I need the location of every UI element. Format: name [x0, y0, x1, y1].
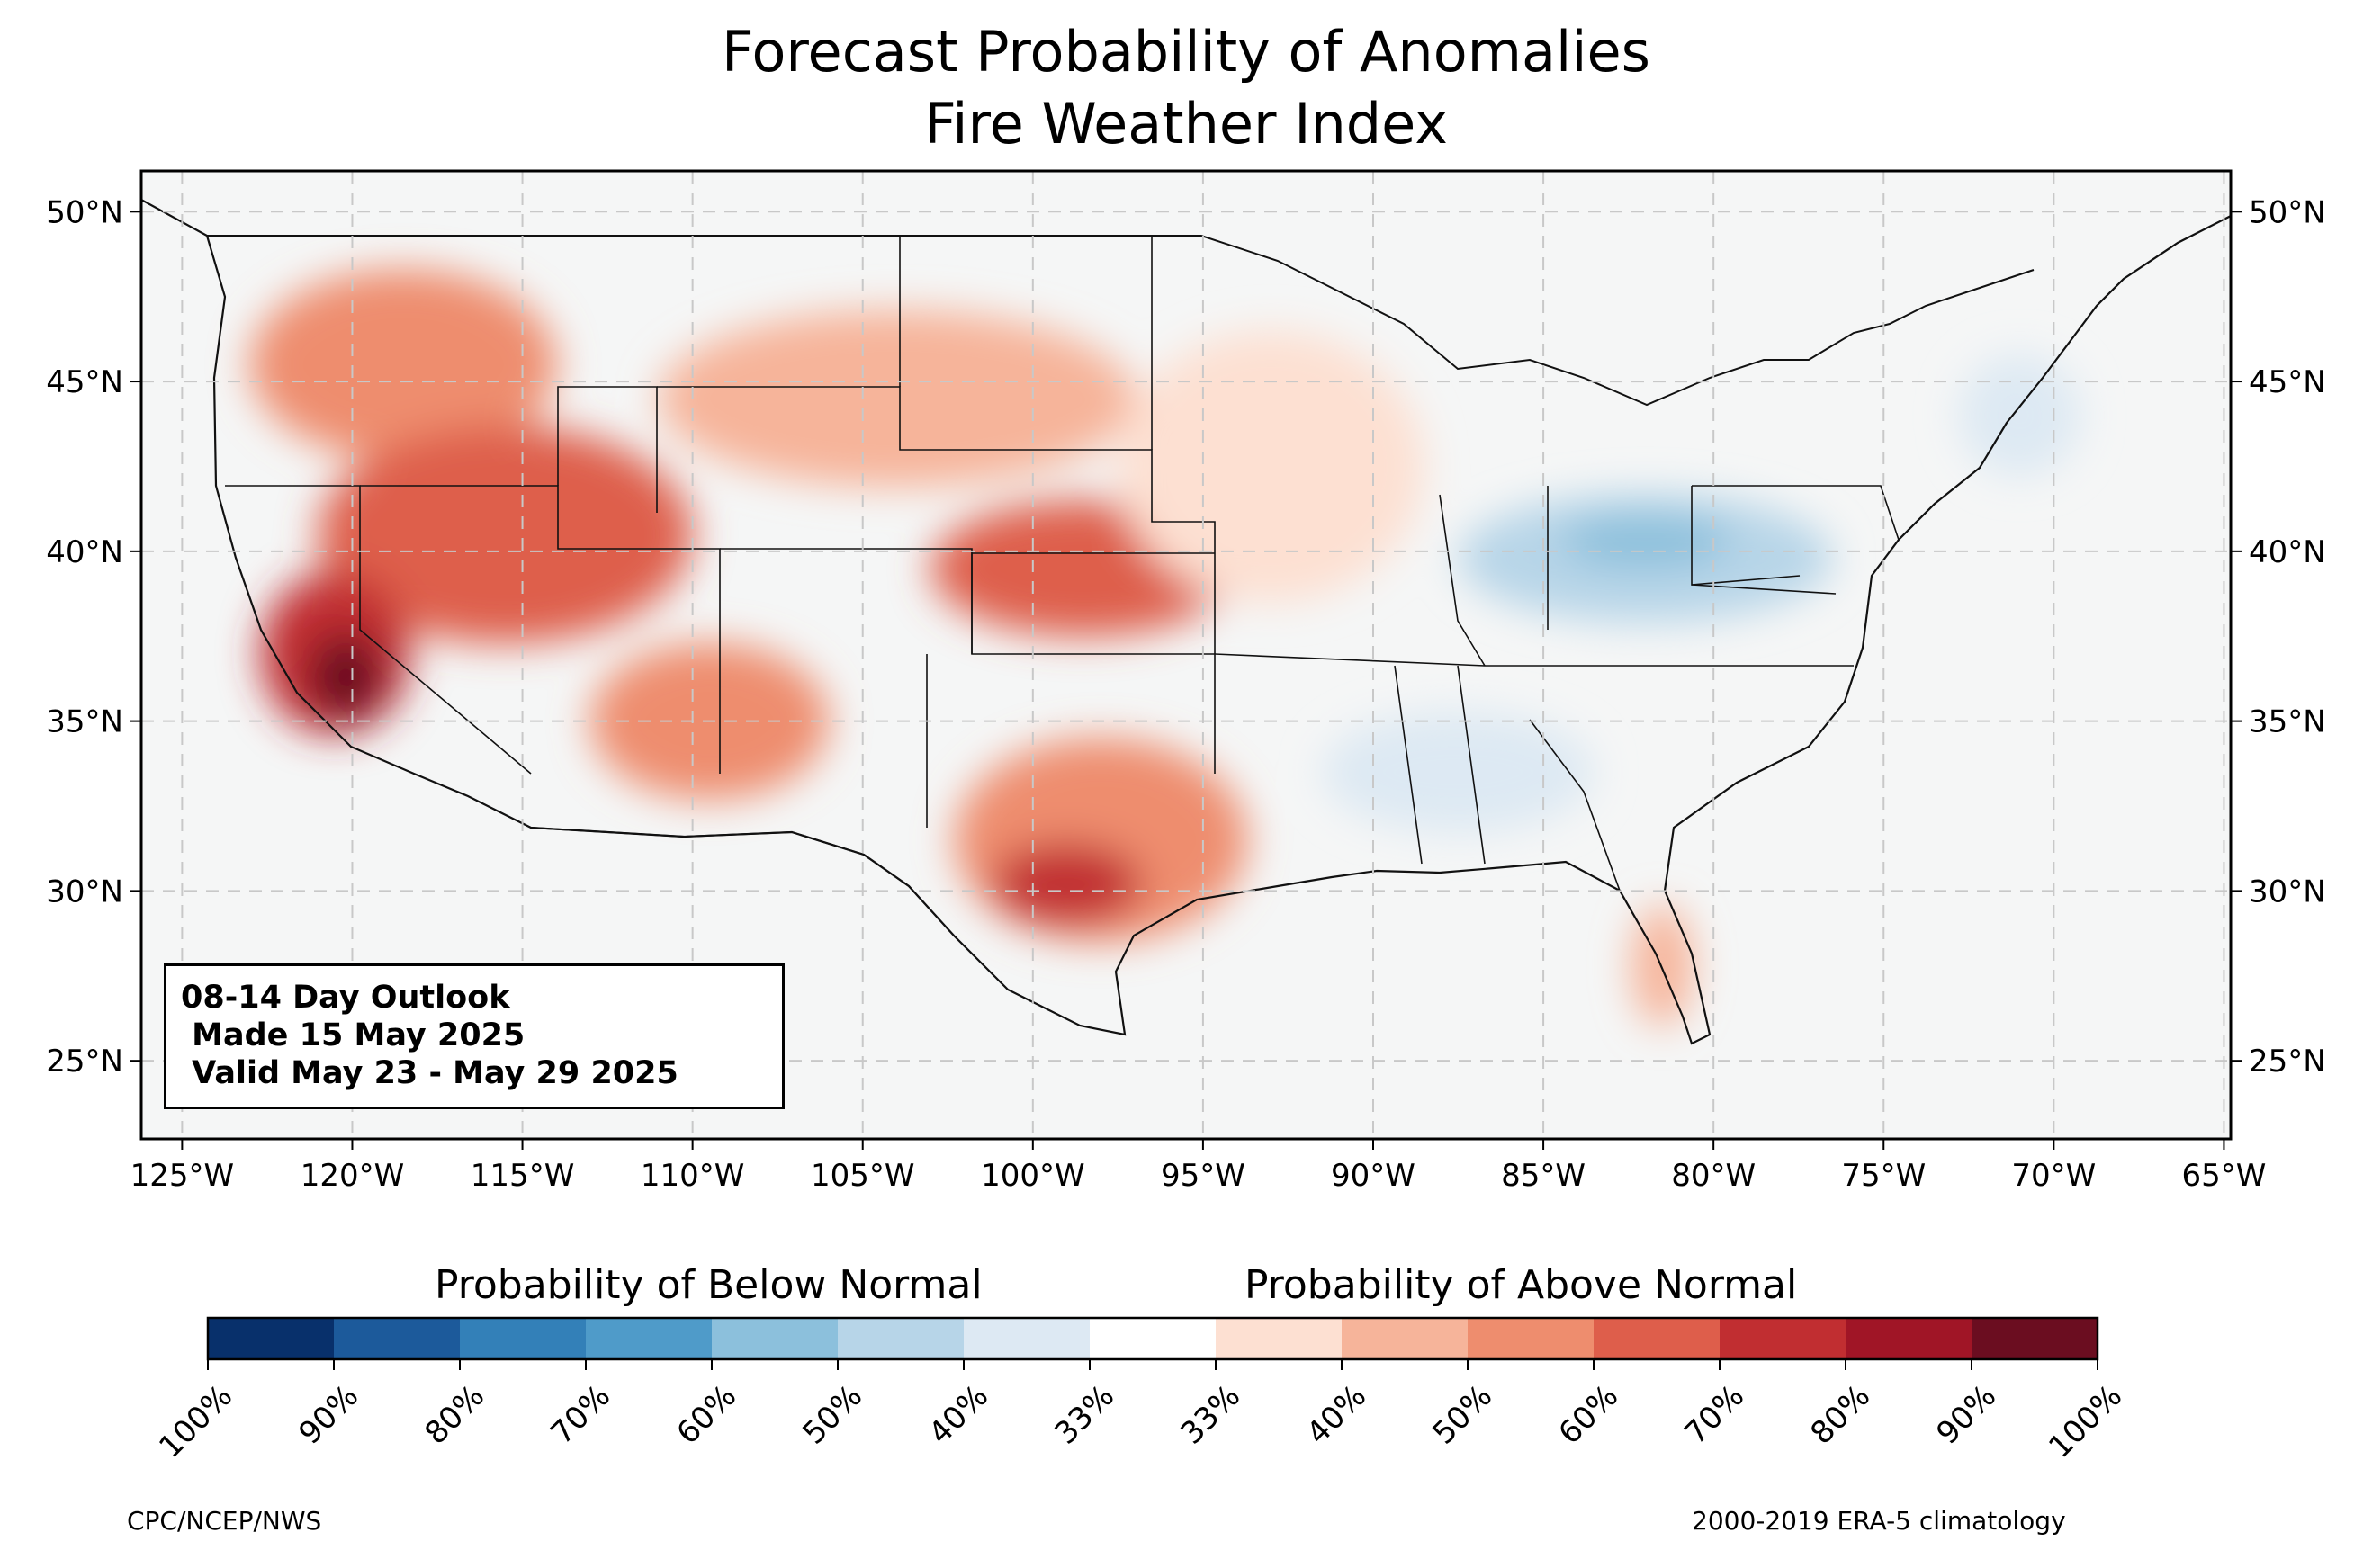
texas-peak — [992, 843, 1142, 926]
colorbar-above-heading: Probability of Above Normal — [1244, 1262, 1798, 1308]
colorbar-tick-label-1: 90% — [292, 1378, 365, 1452]
colorbar-below-heading: Probability of Below Normal — [435, 1262, 983, 1308]
colorbar-tick-label-9: 40% — [1299, 1378, 1373, 1452]
colorbar-segment-9 — [1342, 1318, 1469, 1359]
colorbar-segment-8 — [1216, 1318, 1343, 1359]
lat-tick-label-left-4: 30°N — [46, 874, 123, 909]
colorbar-segment-7 — [1090, 1318, 1217, 1359]
upper-midwest-above — [1118, 330, 1424, 603]
colorbar-segment-13 — [1846, 1318, 1972, 1359]
lon-tick-label-11: 70°W — [2011, 1158, 2096, 1194]
colorbar-tick-label-13: 80% — [1803, 1378, 1877, 1452]
colorbar-segment-2 — [460, 1318, 587, 1359]
colorbar-tick-label-3: 70% — [544, 1378, 617, 1452]
lon-tick-label-2: 115°W — [471, 1158, 575, 1194]
lat-tick-label-right-4: 30°N — [2249, 874, 2326, 909]
colorbar-frame — [206, 1316, 2099, 1361]
lon-tick-label-6: 95°W — [1161, 1158, 1245, 1194]
lon-tick-label-1: 120°W — [301, 1158, 405, 1194]
gulf-coast-below — [1322, 711, 1595, 834]
lon-tick-label-7: 90°W — [1331, 1158, 1415, 1194]
colorbar-tick-label-12: 70% — [1677, 1378, 1751, 1452]
us-coastline — [141, 199, 2231, 1045]
lon-tick-label-8: 85°W — [1501, 1158, 1586, 1194]
colorbar-tick-label-6: 40% — [921, 1378, 995, 1452]
map-title-line2: Fire Weather Index — [924, 91, 1448, 157]
new-england-below — [1958, 354, 2081, 477]
colorbar-ticks: 100% 90% 80% 70% 60% 50% 40% 33% 33% 40% 50% 60% 70%… — [152, 1359, 2129, 1465]
colorbar-segment-12 — [1720, 1318, 1846, 1359]
colorbar-tick-label-0: 100% — [152, 1378, 239, 1465]
map-title-line1: Forecast Probability of Anomalies — [722, 19, 1650, 85]
colorbar-segment-14 — [1972, 1318, 2098, 1359]
colorbar-tick-label-7: 33% — [1047, 1378, 1121, 1452]
colorbar-segment-5 — [838, 1318, 965, 1359]
longitude-axis: 125°W 120°W 115°W 110°W 105°W 100°W 95°W 90°W 85… — [130, 1139, 2266, 1194]
colorbar-tick-label-8: 33% — [1173, 1378, 1247, 1452]
florida-above — [1631, 904, 1694, 1027]
lat-tick-label-left-5: 25°N — [46, 1044, 123, 1080]
latitude-axis-left: 50°N 45°N 40°N 35°N 30°N 25°N — [46, 194, 141, 1080]
valid-range: Valid May 23 - May 29 2025 — [181, 1055, 678, 1091]
lon-tick-label-10: 75°W — [1841, 1158, 1926, 1194]
lat-tick-label-right-5: 25°N — [2249, 1044, 2326, 1080]
lat-tick-label-right-3: 35°N — [2249, 704, 2326, 740]
northern-border — [207, 235, 2035, 407]
great-basin-above — [318, 426, 693, 643]
lon-tick-label-0: 125°W — [130, 1158, 235, 1194]
lat-tick-label-left-2: 40°N — [46, 534, 123, 570]
lon-tick-label-4: 105°W — [811, 1158, 915, 1194]
lat-tick-label-left-0: 50°N — [46, 194, 123, 230]
lat-tick-label-left-1: 45°N — [46, 364, 123, 400]
colorbar-tick-label-4: 60% — [669, 1378, 743, 1452]
colorbar-segment-1 — [334, 1318, 461, 1359]
lat-tick-label-right-1: 45°N — [2249, 364, 2326, 400]
lon-tick-label-5: 100°W — [981, 1158, 1085, 1194]
latitude-axis-right: 50°N 45°N 40°N 35°N 30°N 25°N — [2231, 194, 2326, 1080]
state-borders — [225, 236, 1900, 892]
outlook-info-box: 08-14 Day Outlook Made 15 May 2025 Valid… — [164, 963, 785, 1109]
map-frame — [139, 169, 2233, 1141]
outlook-period: 08-14 Day Outlook — [181, 980, 510, 1016]
colorbar-segment-11 — [1594, 1318, 1721, 1359]
central-valley-peak — [308, 632, 383, 721]
northern-plains-above — [658, 309, 1136, 488]
lat-tick-label-right-0: 50°N — [2249, 194, 2326, 230]
colorbar-segment-10 — [1468, 1318, 1595, 1359]
mexico-border — [530, 827, 955, 936]
footer-source: CPC/NCEP/NWS — [127, 1506, 322, 1536]
colorbar-tick-label-10: 50% — [1425, 1378, 1499, 1452]
made-date: Made 15 May 2025 — [181, 1017, 526, 1053]
gridlines — [141, 171, 2231, 1139]
colorbar-tick-label-14: 90% — [1929, 1378, 2003, 1452]
ohio-valley-core-below — [1559, 514, 1731, 569]
colorbar-tick-label-2: 80% — [418, 1378, 491, 1452]
colorbar-tick-label-5: 50% — [795, 1378, 869, 1452]
lon-tick-label-12: 65°W — [2181, 1158, 2266, 1194]
colorbar-segment-0 — [208, 1318, 335, 1359]
lon-tick-label-9: 80°W — [1671, 1158, 1756, 1194]
colorbar-segment-3 — [586, 1318, 713, 1359]
lat-tick-label-left-3: 35°N — [46, 704, 123, 740]
colorbar-tick-label-11: 60% — [1551, 1378, 1625, 1452]
footer-climatology: 2000-2019 ERA-5 climatology — [1692, 1506, 2066, 1536]
colorbar-tick-label-15: 100% — [2042, 1378, 2129, 1465]
pacific-northwest-above — [250, 269, 557, 460]
colorbar — [206, 1316, 2099, 1361]
colorbar-segment-6 — [964, 1318, 1091, 1359]
colorbar-segment-4 — [712, 1318, 839, 1359]
lat-tick-label-right-2: 40°N — [2249, 534, 2326, 570]
lon-tick-label-3: 110°W — [641, 1158, 745, 1194]
